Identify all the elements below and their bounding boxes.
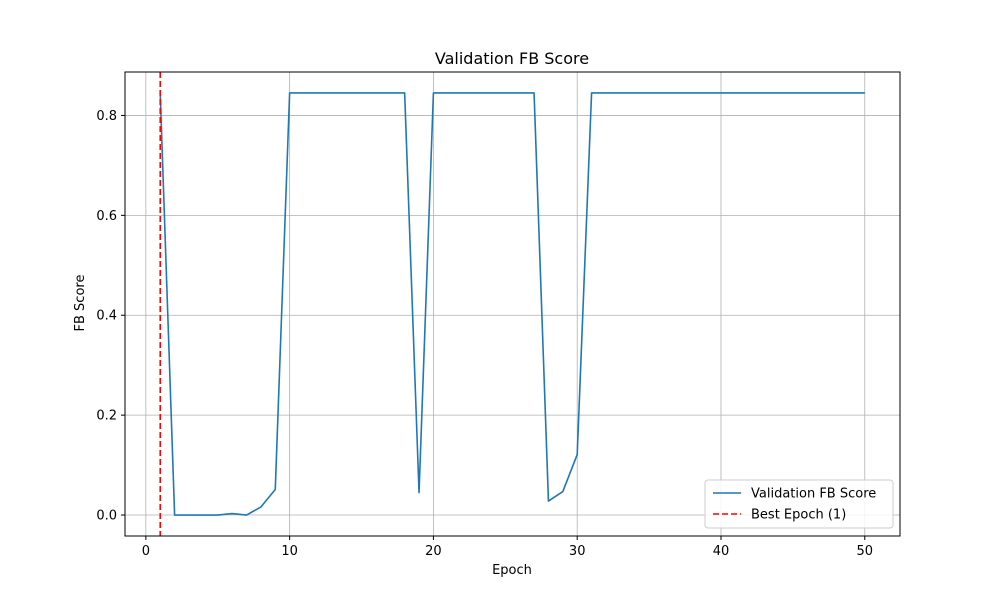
x-tick-label: 0 (142, 544, 150, 559)
x-tick-label: 30 (569, 544, 586, 559)
legend: Validation FB Score Best Epoch (1) (704, 479, 894, 529)
y-tick-label: 0.8 (96, 109, 117, 124)
series-line-validation-fb-score (159, 92, 865, 516)
y-tick-label: 0.2 (96, 409, 117, 424)
x-axis-label: Epoch (492, 563, 532, 578)
x-tick-label: 40 (713, 544, 730, 559)
y-axis-label: FB Score (73, 275, 88, 332)
x-tick-label: 10 (281, 544, 298, 559)
legend-label: Best Epoch (1) (751, 508, 846, 523)
plot-lines (159, 72, 865, 536)
chart-title: Validation FB Score (435, 49, 589, 68)
x-tick-label: 50 (856, 544, 873, 559)
plot-frame (124, 71, 901, 537)
y-tick-label: 0.0 (96, 509, 117, 524)
legend-label: Validation FB Score (751, 487, 876, 502)
y-tick-label: 0.6 (96, 209, 117, 224)
legend-box (704, 479, 894, 529)
x-tick-label: 20 (425, 544, 442, 559)
y-tick-label: 0.4 (96, 309, 117, 324)
axis-ticks: 0 10 20 30 40 50 0.0 0.2 0.4 0.6 0.8 (96, 109, 873, 559)
